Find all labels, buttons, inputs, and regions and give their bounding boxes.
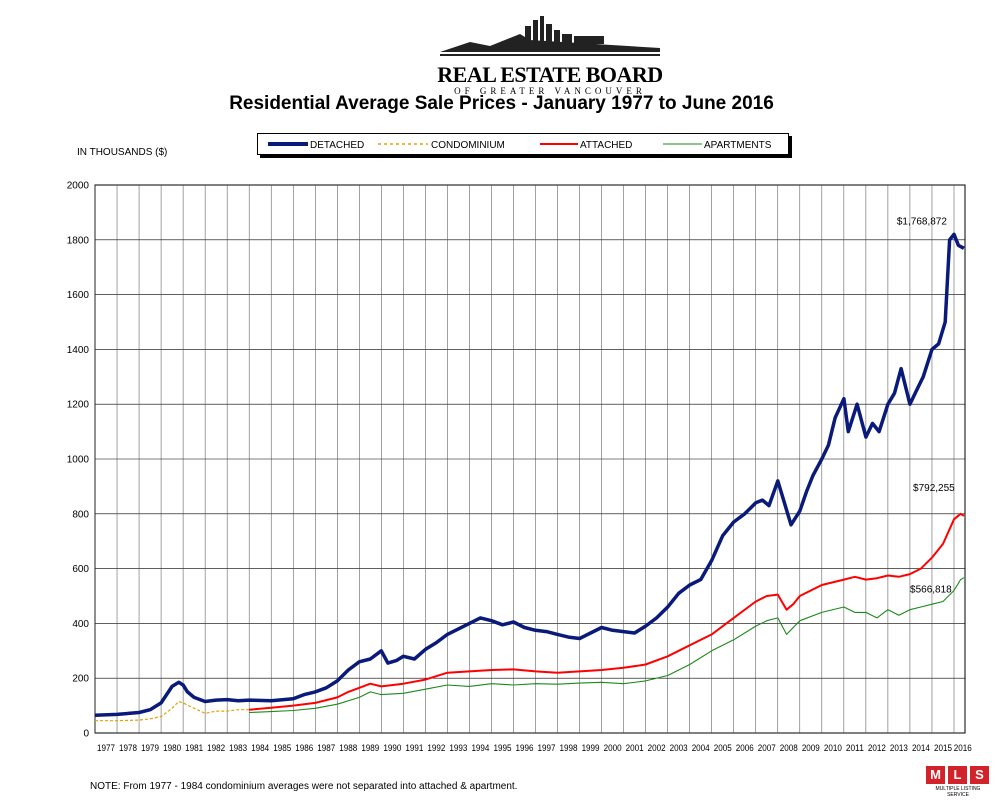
x-tick-label: 2002 (648, 743, 666, 753)
x-tick-label: 2008 (780, 743, 798, 753)
mls-letter-l: L (948, 766, 967, 784)
x-tick-label: 1992 (427, 743, 445, 753)
x-tick-label: 2001 (626, 743, 644, 753)
y-tick-label: 1400 (67, 345, 90, 356)
chart-legend: DETACHED CONDOMINIUM ATTACHED APARTMENTS (257, 133, 789, 155)
series-line-condominium (95, 700, 250, 722)
y-tick-label: 1200 (67, 400, 90, 411)
x-tick-label: 2009 (802, 743, 820, 753)
legend-graphic: DETACHED CONDOMINIUM ATTACHED APARTMENTS (268, 140, 772, 151)
annotation-apartments: $566,818 (910, 585, 952, 596)
annotation-detached: $1,768,872 (897, 216, 947, 227)
mls-letter-s: S (970, 766, 989, 784)
x-tick-label: 1989 (361, 743, 379, 753)
x-tick-label: 2010 (824, 743, 842, 753)
logo-subtitle: OF GREATER VANCOUVER (454, 86, 646, 96)
x-tick-label: 2015 (934, 743, 952, 753)
mls-letter-m: M (926, 766, 945, 784)
legend-label-detached: DETACHED (310, 140, 364, 151)
x-tick-label: 2003 (670, 743, 688, 753)
x-tick-label: 1998 (560, 743, 578, 753)
x-tick-label: 1978 (119, 743, 137, 753)
y-tick-label: 1000 (67, 455, 90, 466)
x-tick-label: 1995 (493, 743, 511, 753)
footnote: NOTE: From 1977 - 1984 condominium avera… (90, 781, 518, 792)
rebgv-logo: REAL ESTATE BOARD OF GREATER VANCOUVER (430, 12, 670, 96)
y-axis-ticks: 0 200 400 600 800 1000 1200 1400 1600 1800 2000 (67, 181, 90, 740)
y-tick-label: 400 (72, 619, 89, 630)
y-tick-label: 1800 (67, 235, 90, 246)
x-tick-label: 1991 (405, 743, 423, 753)
x-tick-label: 1979 (141, 743, 159, 753)
series-line-attached (249, 512, 965, 711)
x-tick-label: 2011 (846, 743, 864, 753)
legend-label-apartments: APARTMENTS (704, 140, 772, 151)
x-tick-label: 2016 (954, 743, 972, 753)
x-tick-label: 1996 (515, 743, 533, 753)
x-tick-label: 1990 (383, 743, 401, 753)
chart-annotations: $1,768,872 $792,255 $566,818 (897, 216, 955, 595)
x-tick-label: 1981 (185, 743, 203, 753)
x-tick-label: 1985 (273, 743, 291, 753)
x-tick-label: 2004 (692, 743, 710, 753)
mls-logo: M L S MULTIPLE LISTING SERVICE (926, 766, 990, 798)
x-tick-label: 2000 (604, 743, 622, 753)
series-line-detached (94, 232, 965, 717)
x-tick-label: 2005 (714, 743, 732, 753)
x-tick-label: 1983 (229, 743, 247, 753)
series-line-apartments (249, 577, 965, 714)
x-axis-ticks: 1977 1978 1979 1980 1981 1982 1983 1984 1985 1986… (97, 743, 972, 753)
chart-grid (94, 184, 966, 734)
y-tick-label: 600 (72, 564, 89, 575)
x-tick-label: 2012 (868, 743, 886, 753)
y-tick-label: 2000 (67, 181, 90, 192)
y-tick-label: 0 (83, 729, 89, 740)
x-tick-label: 1984 (251, 743, 269, 753)
x-tick-label: 2013 (890, 743, 908, 753)
x-tick-label: 1999 (582, 743, 600, 753)
x-tick-label: 1993 (449, 743, 467, 753)
x-tick-label: 1980 (163, 743, 181, 753)
x-tick-label: 1986 (295, 743, 313, 753)
mls-tagline: MULTIPLE LISTING SERVICE (935, 786, 981, 798)
x-tick-label: 1988 (339, 743, 357, 753)
legend-label-attached: ATTACHED (580, 140, 632, 151)
x-tick-label: 1977 (97, 743, 115, 753)
x-tick-label: 1987 (317, 743, 335, 753)
y-tick-label: 1600 (67, 290, 90, 301)
x-tick-label: 1994 (471, 743, 489, 753)
logo-name: REAL ESTATE BOARD (437, 62, 663, 87)
y-tick-label: 200 (72, 674, 89, 685)
x-tick-label: 1982 (207, 743, 225, 753)
x-tick-label: 2014 (912, 743, 930, 753)
x-tick-label: 2007 (758, 743, 776, 753)
annotation-attached: $792,255 (913, 483, 955, 494)
chart-series (94, 232, 965, 722)
y-tick-label: 800 (72, 509, 89, 520)
price-chart: 0 200 400 600 800 1000 1200 1400 1600 1800 2000 19… (67, 181, 972, 754)
y-units-label: IN THOUSANDS ($) (77, 147, 168, 158)
x-tick-label: 1997 (538, 743, 556, 753)
x-tick-label: 2006 (736, 743, 754, 753)
legend-label-condominium: CONDOMINIUM (431, 140, 505, 151)
skyline-logo-graphic (440, 16, 660, 56)
chart-title: Residential Average Sale Prices - Januar… (229, 93, 774, 114)
